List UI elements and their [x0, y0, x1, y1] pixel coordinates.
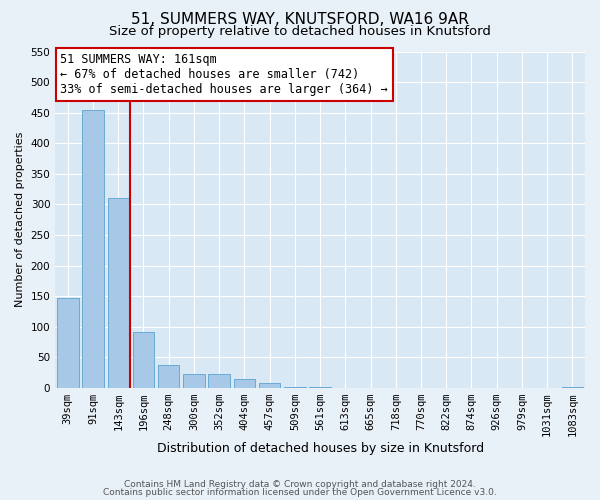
- Text: Contains public sector information licensed under the Open Government Licence v3: Contains public sector information licen…: [103, 488, 497, 497]
- Bar: [233, 380, 255, 388]
- Bar: [183, 374, 205, 388]
- Bar: [158, 365, 179, 388]
- Text: Size of property relative to detached houses in Knutsford: Size of property relative to detached ho…: [109, 25, 491, 38]
- Bar: [57, 298, 79, 388]
- Bar: [133, 332, 154, 388]
- Bar: [562, 386, 583, 388]
- Text: 51 SUMMERS WAY: 161sqm
← 67% of detached houses are smaller (742)
33% of semi-de: 51 SUMMERS WAY: 161sqm ← 67% of detached…: [61, 53, 388, 96]
- X-axis label: Distribution of detached houses by size in Knutsford: Distribution of detached houses by size …: [157, 442, 484, 455]
- Bar: [284, 386, 305, 388]
- Bar: [259, 383, 280, 388]
- Bar: [208, 374, 230, 388]
- Bar: [82, 110, 104, 388]
- Text: Contains HM Land Registry data © Crown copyright and database right 2024.: Contains HM Land Registry data © Crown c…: [124, 480, 476, 489]
- Y-axis label: Number of detached properties: Number of detached properties: [15, 132, 25, 308]
- Bar: [107, 198, 129, 388]
- Text: 51, SUMMERS WAY, KNUTSFORD, WA16 9AR: 51, SUMMERS WAY, KNUTSFORD, WA16 9AR: [131, 12, 469, 28]
- Bar: [310, 386, 331, 388]
